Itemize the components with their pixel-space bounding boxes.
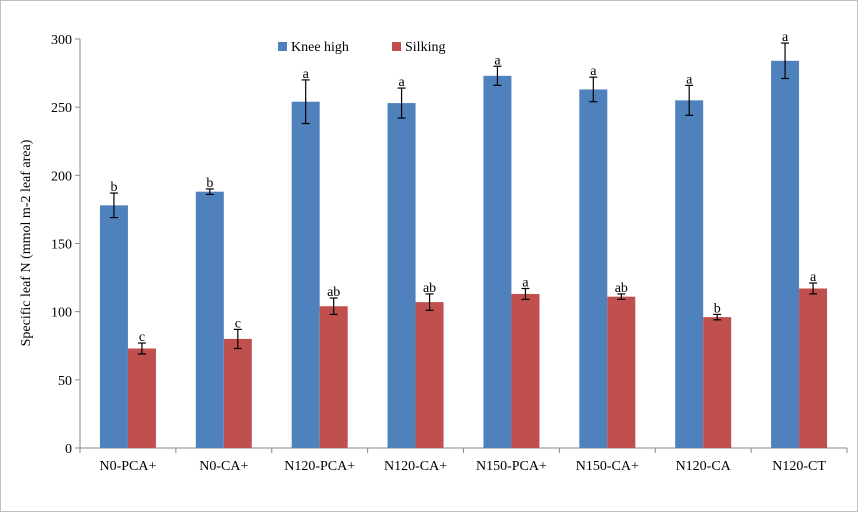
significance-label: b: [206, 176, 213, 191]
bar-knee-high: [483, 75, 512, 448]
bar-silking: [319, 306, 348, 448]
legend-label: Knee high: [291, 40, 349, 55]
legend-swatch: [278, 42, 287, 51]
significance-label: a: [686, 72, 693, 87]
significance-label: a: [810, 270, 817, 285]
significance-label: b: [714, 301, 721, 316]
bar-knee-high: [99, 205, 128, 448]
bar-silking: [607, 296, 636, 448]
y-tick-label: 250: [51, 101, 72, 116]
x-category-label: N0-PCA+: [99, 459, 156, 474]
y-axis-label: Specific leaf N (mmol m-2 leaf area): [19, 139, 34, 346]
y-tick-label: 150: [51, 238, 72, 253]
legend-swatch: [392, 42, 401, 51]
significance-label: a: [590, 64, 597, 79]
significance-label: ab: [327, 285, 340, 300]
x-ticks: N0-PCA+ N0-CA+ N120-PCA+ N120-CA+ N150-PCA+ N…: [79, 448, 848, 474]
significance-label: a: [494, 53, 501, 68]
bar-knee-high: [579, 89, 608, 449]
bar-knee-high: [675, 100, 704, 448]
x-category-label: N0-CA+: [199, 459, 248, 474]
significance-label: ab: [423, 281, 436, 296]
bar-silking: [415, 302, 444, 448]
significance-label: b: [110, 180, 117, 195]
significance-label: a: [522, 275, 529, 290]
significance-label: a: [303, 67, 310, 82]
y-tick-label: 100: [51, 306, 72, 321]
bar-knee-high: [387, 103, 416, 449]
significance-label: c: [139, 330, 145, 345]
significance-label: a: [782, 30, 789, 45]
significance-label: c: [235, 316, 241, 331]
y-ticks: 0 50 100 150 200 250 300: [51, 33, 80, 457]
x-category-label: N120-PCA+: [284, 459, 355, 474]
legend: Knee high Silking: [278, 40, 445, 55]
x-category-label: N150-PCA+: [476, 459, 547, 474]
significance-label: ab: [615, 281, 628, 296]
bar-knee-high: [771, 60, 800, 449]
legend-label: Silking: [405, 40, 445, 55]
axes: [79, 39, 847, 449]
bars: [99, 60, 828, 449]
bar-knee-high: [195, 191, 224, 448]
bar-silking: [799, 288, 828, 448]
bar-silking: [703, 317, 732, 448]
x-category-label: N120-CA: [676, 459, 732, 474]
x-category-label: N150-CA+: [576, 459, 639, 474]
bar-silking: [127, 348, 156, 448]
bar-silking: [511, 293, 540, 448]
y-tick-label: 0: [65, 442, 72, 457]
error-bars: [109, 42, 818, 355]
y-tick-label: 200: [51, 169, 72, 184]
x-category-label: N120-CT: [772, 459, 826, 474]
bar-knee-high: [291, 101, 320, 449]
x-category-label: N120-CA+: [384, 459, 447, 474]
y-tick-label: 300: [51, 33, 72, 48]
y-tick-label: 50: [58, 374, 72, 389]
significance-labels: b b a a a a a a c c ab ab a ab b a: [110, 30, 817, 345]
bar-silking: [223, 338, 252, 448]
significance-label: a: [398, 75, 405, 90]
